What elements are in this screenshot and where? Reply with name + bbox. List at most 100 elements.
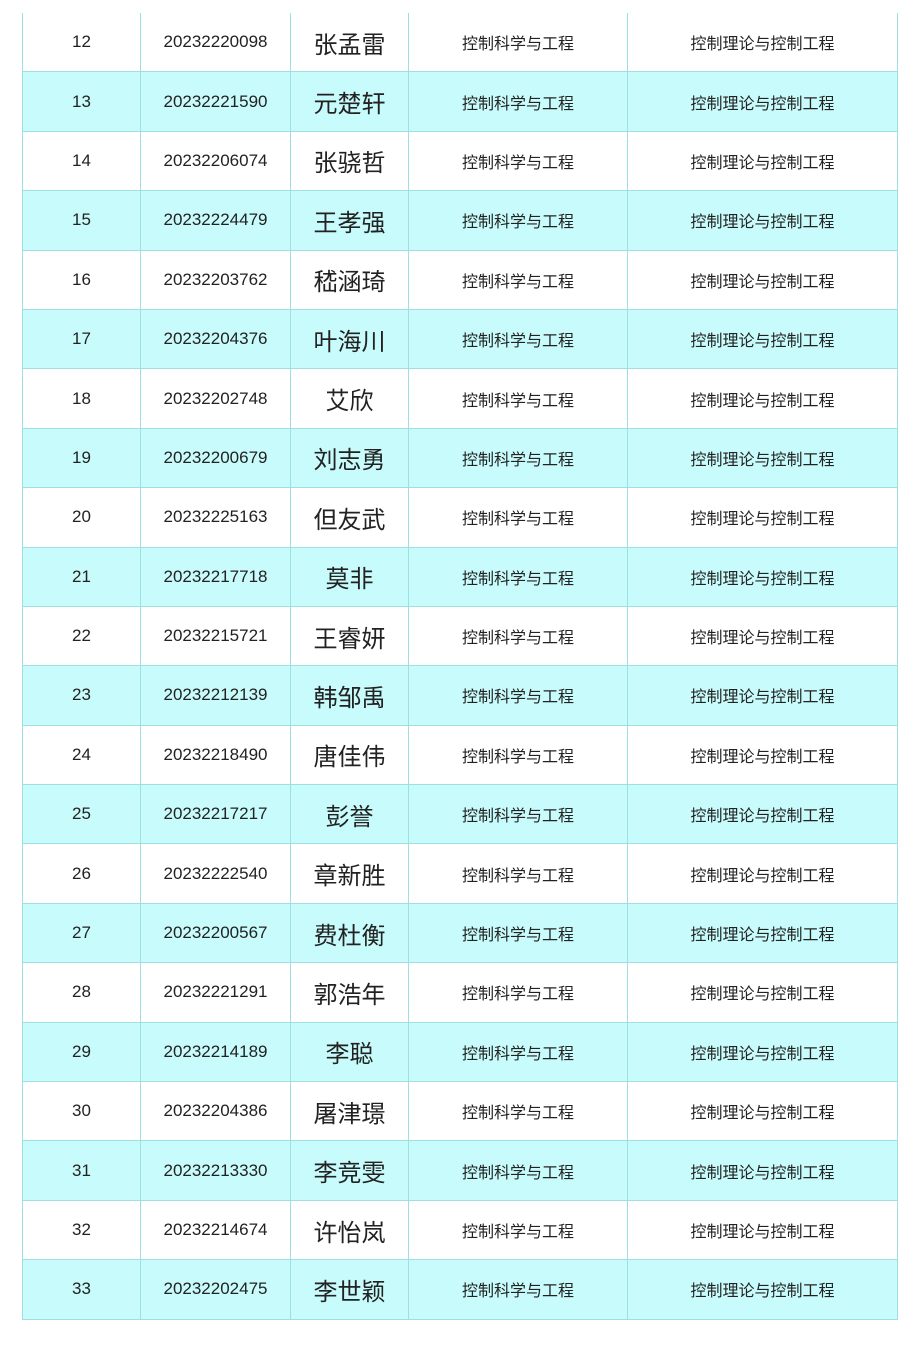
major-cell: 控制理论与控制工程 — [627, 724, 898, 786]
discipline-cell: 控制科学与工程 — [408, 130, 628, 192]
student-id-cell: 20232214674 — [140, 1199, 291, 1261]
discipline-cell: 控制科学与工程 — [408, 724, 628, 786]
student-name-cell: 王睿妍 — [290, 605, 409, 667]
student-id-cell: 20232206074 — [140, 130, 291, 192]
student-id-cell: 20232200679 — [140, 427, 291, 489]
student-id-cell: 20232214189 — [140, 1021, 291, 1083]
student-name-cell: 张骁哲 — [290, 130, 409, 192]
table-row: 25 20232217217 彭誉 控制科学与工程 控制理论与控制工程 — [22, 784, 898, 845]
student-name-cell: 许怡岚 — [290, 1199, 409, 1261]
major-cell: 控制理论与控制工程 — [627, 605, 898, 667]
student-id-cell: 20232202748 — [140, 368, 291, 429]
student-id-cell: 20232203762 — [140, 249, 291, 310]
student-name-cell: 彭誉 — [290, 784, 409, 845]
table-row: 23 20232212139 韩邹禹 控制科学与工程 控制理论与控制工程 — [22, 665, 898, 726]
table-row: 28 20232221291 郭浩年 控制科学与工程 控制理论与控制工程 — [22, 962, 898, 1023]
major-cell: 控制理论与控制工程 — [627, 1140, 898, 1201]
row-number-cell: 23 — [22, 665, 141, 726]
student-name-cell: 韩邹禹 — [290, 665, 409, 726]
discipline-cell: 控制科学与工程 — [408, 902, 628, 964]
row-number-cell: 22 — [22, 605, 141, 667]
major-cell: 控制理论与控制工程 — [627, 190, 898, 251]
table-row: 15 20232224479 王孝强 控制科学与工程 控制理论与控制工程 — [22, 190, 898, 251]
table-row: 21 20232217718 莫非 控制科学与工程 控制理论与控制工程 — [22, 546, 898, 607]
major-cell: 控制理论与控制工程 — [627, 13, 898, 73]
table-row: 20 20232225163 但友武 控制科学与工程 控制理论与控制工程 — [22, 487, 898, 548]
table-row: 16 20232203762 嵇涵琦 控制科学与工程 控制理论与控制工程 — [22, 249, 898, 310]
student-name-cell: 屠津璟 — [290, 1081, 409, 1142]
major-cell: 控制理论与控制工程 — [627, 308, 898, 370]
row-number-cell: 19 — [22, 427, 141, 489]
table-row: 14 20232206074 张骁哲 控制科学与工程 控制理论与控制工程 — [22, 130, 898, 192]
table-row: 12 20232220098 张孟雷 控制科学与工程 控制理论与控制工程 — [22, 13, 898, 73]
major-cell: 控制理论与控制工程 — [627, 1081, 898, 1142]
student-id-cell: 20232221291 — [140, 962, 291, 1023]
discipline-cell: 控制科学与工程 — [408, 1021, 628, 1083]
discipline-cell: 控制科学与工程 — [408, 605, 628, 667]
major-cell: 控制理论与控制工程 — [627, 249, 898, 310]
table-row: 22 20232215721 王睿妍 控制科学与工程 控制理论与控制工程 — [22, 605, 898, 667]
table-row: 18 20232202748 艾欣 控制科学与工程 控制理论与控制工程 — [22, 368, 898, 429]
row-number-cell: 25 — [22, 784, 141, 845]
student-name-cell: 郭浩年 — [290, 962, 409, 1023]
discipline-cell: 控制科学与工程 — [408, 1259, 628, 1320]
row-number-cell: 16 — [22, 249, 141, 310]
student-name-cell: 李竞雯 — [290, 1140, 409, 1201]
discipline-cell: 控制科学与工程 — [408, 1199, 628, 1261]
major-cell: 控制理论与控制工程 — [627, 487, 898, 548]
student-name-cell: 元楚轩 — [290, 71, 409, 132]
discipline-cell: 控制科学与工程 — [408, 427, 628, 489]
major-cell: 控制理论与控制工程 — [627, 902, 898, 964]
row-number-cell: 12 — [22, 13, 141, 73]
student-list-table: 12 20232220098 张孟雷 控制科学与工程 控制理论与控制工程 13 202322… — [22, 13, 898, 1320]
row-number-cell: 17 — [22, 308, 141, 370]
student-id-cell: 20232217718 — [140, 546, 291, 607]
table-row: 13 20232221590 元楚轩 控制科学与工程 控制理论与控制工程 — [22, 71, 898, 132]
student-id-cell: 20232212139 — [140, 665, 291, 726]
student-name-cell: 李世颖 — [290, 1259, 409, 1320]
discipline-cell: 控制科学与工程 — [408, 843, 628, 904]
row-number-cell: 20 — [22, 487, 141, 548]
discipline-cell: 控制科学与工程 — [408, 546, 628, 607]
row-number-cell: 32 — [22, 1199, 141, 1261]
student-name-cell: 莫非 — [290, 546, 409, 607]
table-row: 30 20232204386 屠津璟 控制科学与工程 控制理论与控制工程 — [22, 1081, 898, 1142]
student-name-cell: 章新胜 — [290, 843, 409, 904]
student-name-cell: 叶海川 — [290, 308, 409, 370]
row-number-cell: 28 — [22, 962, 141, 1023]
major-cell: 控制理论与控制工程 — [627, 368, 898, 429]
student-id-cell: 20232200567 — [140, 902, 291, 964]
discipline-cell: 控制科学与工程 — [408, 1140, 628, 1201]
table-row: 33 20232202475 李世颖 控制科学与工程 控制理论与控制工程 — [22, 1259, 898, 1320]
row-number-cell: 18 — [22, 368, 141, 429]
table-row: 24 20232218490 唐佳伟 控制科学与工程 控制理论与控制工程 — [22, 724, 898, 786]
student-name-cell: 费杜衡 — [290, 902, 409, 964]
discipline-cell: 控制科学与工程 — [408, 13, 628, 73]
discipline-cell: 控制科学与工程 — [408, 249, 628, 310]
student-name-cell: 李聪 — [290, 1021, 409, 1083]
row-number-cell: 31 — [22, 1140, 141, 1201]
discipline-cell: 控制科学与工程 — [408, 665, 628, 726]
student-id-cell: 20232224479 — [140, 190, 291, 251]
student-id-cell: 20232202475 — [140, 1259, 291, 1320]
row-number-cell: 26 — [22, 843, 141, 904]
table-row: 31 20232213330 李竞雯 控制科学与工程 控制理论与控制工程 — [22, 1140, 898, 1201]
student-name-cell: 王孝强 — [290, 190, 409, 251]
discipline-cell: 控制科学与工程 — [408, 190, 628, 251]
student-id-cell: 20232220098 — [140, 13, 291, 73]
discipline-cell: 控制科学与工程 — [408, 962, 628, 1023]
discipline-cell: 控制科学与工程 — [408, 1081, 628, 1142]
student-id-cell: 20232215721 — [140, 605, 291, 667]
discipline-cell: 控制科学与工程 — [408, 487, 628, 548]
major-cell: 控制理论与控制工程 — [627, 665, 898, 726]
row-number-cell: 27 — [22, 902, 141, 964]
student-id-cell: 20232213330 — [140, 1140, 291, 1201]
table-row: 26 20232222540 章新胜 控制科学与工程 控制理论与控制工程 — [22, 843, 898, 904]
table-row: 32 20232214674 许怡岚 控制科学与工程 控制理论与控制工程 — [22, 1199, 898, 1261]
major-cell: 控制理论与控制工程 — [627, 784, 898, 845]
student-id-cell: 20232221590 — [140, 71, 291, 132]
table-row: 17 20232204376 叶海川 控制科学与工程 控制理论与控制工程 — [22, 308, 898, 370]
student-id-cell: 20232204386 — [140, 1081, 291, 1142]
discipline-cell: 控制科学与工程 — [408, 308, 628, 370]
row-number-cell: 13 — [22, 71, 141, 132]
